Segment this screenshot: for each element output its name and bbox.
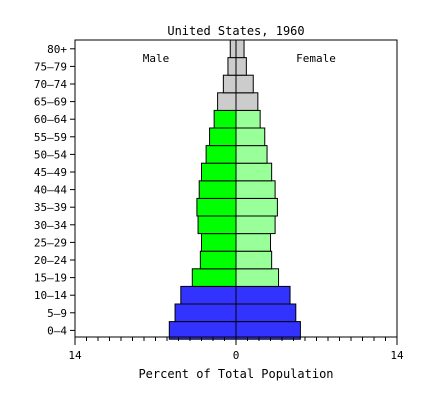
female-bar-55–59 <box>235 127 266 147</box>
female-bar-35–39 <box>235 197 278 217</box>
male-bar-35–39 <box>196 197 237 217</box>
male-bar-15–19 <box>191 268 237 287</box>
legend-female-label: Female <box>296 52 336 65</box>
male-bar-5–9 <box>174 303 237 323</box>
y-tick-label: 55–59 <box>34 131 67 144</box>
y-tick-labels: 0–4 5–9 10–14 15–19 20–24 25–29 30–34 35–39 40–4… <box>34 43 75 337</box>
y-tick-label: 70–74 <box>34 78 67 91</box>
male-bar-45–49 <box>201 162 237 182</box>
y-tick-label: 65–69 <box>34 96 67 109</box>
y-tick-label: 75–79 <box>34 60 67 73</box>
y-tick-label: 10–14 <box>34 289 67 302</box>
x-tick-label: 14 <box>390 349 404 362</box>
y-tick-label: 80+ <box>47 43 67 56</box>
female-bar-25–29 <box>235 233 271 252</box>
y-tick-label: 35–39 <box>34 201 67 214</box>
y-tick-label: 5–9 <box>47 307 67 320</box>
male-bar-25–29 <box>201 233 237 252</box>
male-bar-50–54 <box>205 145 237 164</box>
y-tick-label: 20–24 <box>34 254 67 267</box>
y-tick-label: 0–4 <box>47 324 67 337</box>
y-tick-label: 40–44 <box>34 184 67 197</box>
y-tick-label: 30–34 <box>34 219 67 232</box>
female-bar-20–24 <box>235 250 273 270</box>
x-tick-label: 0 <box>233 349 240 362</box>
female-bar-70–74 <box>235 74 254 94</box>
male-bar-60–64 <box>213 109 237 129</box>
male-bar-55–59 <box>209 127 237 147</box>
female-bar-30–34 <box>235 215 276 235</box>
male-bar-20–24 <box>199 250 237 270</box>
female-bar-10–14 <box>235 285 291 305</box>
female-bar-60–64 <box>235 109 261 129</box>
male-bar-40–44 <box>198 180 237 199</box>
female-bar-80+ <box>235 39 245 59</box>
bars-group <box>168 39 301 340</box>
legend-male-label: Male <box>143 52 170 65</box>
y-tick-label: 25–29 <box>34 236 67 249</box>
female-bar-15–19 <box>235 268 280 287</box>
y-tick-label: 15–19 <box>34 272 67 285</box>
x-axis-title: Percent of Total Population <box>138 367 333 381</box>
male-bar-75–79 <box>227 57 237 76</box>
female-bar-50–54 <box>235 145 268 164</box>
male-bar-10–14 <box>180 285 237 305</box>
y-tick-label: 60–64 <box>34 113 67 126</box>
y-tick-label: 45–49 <box>34 166 67 179</box>
male-bar-65–69 <box>217 92 237 111</box>
male-bar-70–74 <box>222 74 237 94</box>
y-tick-label: 50–54 <box>34 148 67 161</box>
male-bar-80+ <box>229 39 237 59</box>
female-bar-75–79 <box>235 57 247 76</box>
chart-title: United States, 1960 <box>167 24 304 38</box>
female-bar-5–9 <box>235 303 297 323</box>
x-axis: 14 0 14 <box>68 337 404 362</box>
female-bar-65–69 <box>235 92 259 111</box>
female-bar-45–49 <box>235 162 273 182</box>
plot-frame <box>74 39 398 338</box>
x-tick-label: 14 <box>68 349 82 362</box>
male-bar-30–34 <box>197 215 237 235</box>
female-bar-40–44 <box>235 180 276 199</box>
